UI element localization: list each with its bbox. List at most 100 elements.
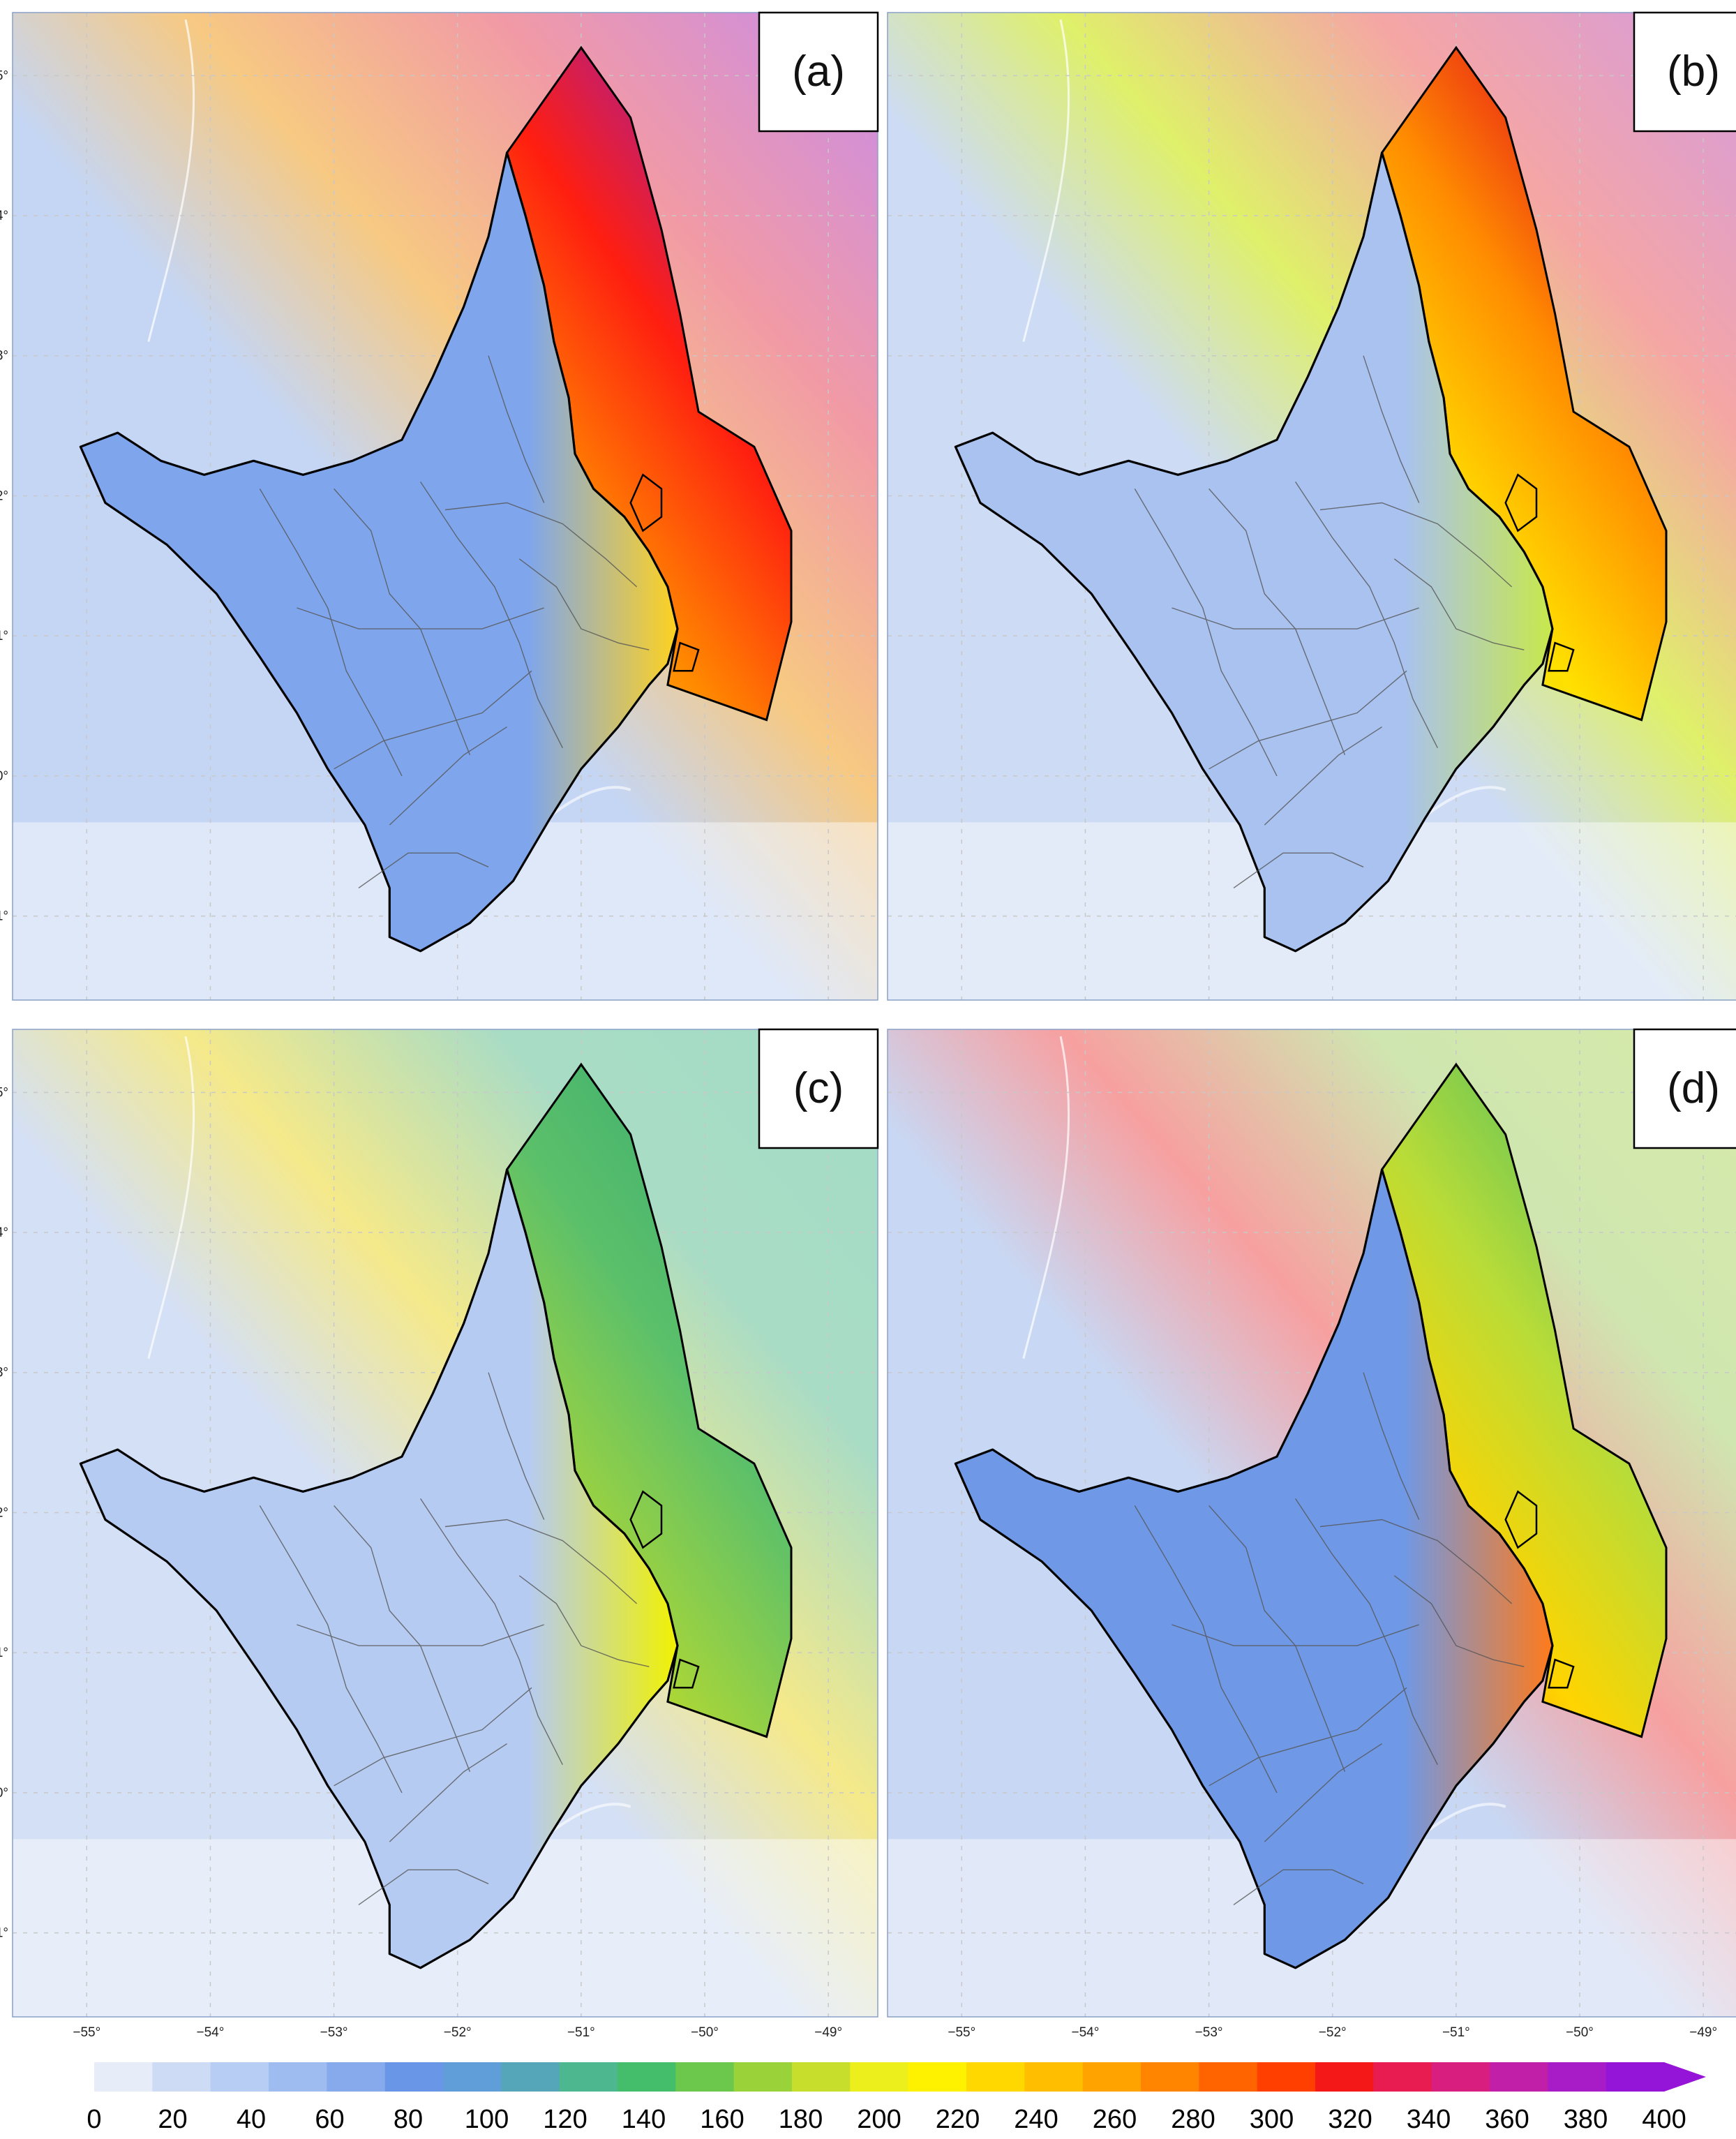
lat-tick-label: 3° [0,349,8,364]
colorbar-tick-label: 0 [87,2105,101,2134]
panel-label: (d) [1633,1028,1736,1149]
colorbar-tick-label: 20 [158,2105,187,2134]
colorbar-tick-label: 180 [779,2105,823,2134]
colorbar-swatch [966,2062,1025,2092]
colorbar-swatch [792,2062,851,2092]
lat-tick-label: 5° [0,68,8,83]
colorbar-swatch [733,2062,793,2092]
lat-tick-label: 3° [0,1366,8,1380]
colorbar-swatch [384,2062,444,2092]
river-line [1022,19,1070,343]
lon-tick-label: −55° [948,2025,975,2040]
panel-label: (b) [1633,11,1736,133]
island-outline [1548,641,1575,672]
lat-tick-label: 2° [0,489,8,503]
basin-lines [1134,1372,1525,1905]
lat-tick-label: 0° [0,1786,8,1801]
panel-label-text: (a) [792,47,845,96]
lon-tick-label: −49° [814,2025,842,2040]
map-panel-c: (c) 5° 4° 3° 2° 1° 0° −1° −55° −54° −53° −52° −51° −5… [0,1028,879,2040]
lat-tick-label: −1° [0,909,8,924]
colorbar-swatch [1024,2062,1084,2092]
lat-tick-label: 1° [0,1646,8,1660]
colorbar-swatch [675,2062,735,2092]
river-line [147,1036,195,1359]
colorbar-swatch [850,2062,909,2092]
colorbar-tick-label: 380 [1564,2105,1608,2134]
colorbar-tick-label: 160 [700,2105,744,2134]
colorbar-swatch [269,2062,327,2092]
colorbar-swatch [1490,2062,1548,2092]
colorbar-swatch [559,2062,618,2092]
lat-tick-label: 4° [0,1225,8,1240]
colorbar-swatch [1548,2062,1607,2092]
lon-tick-label: −54° [1072,2025,1100,2040]
island-outline [1548,1658,1575,1689]
state-outline [79,151,679,953]
state-outline [954,1168,1554,1969]
map-panel-d: (d) −55° −54° −53° −52° −51° −50° −49° [887,1028,1736,2040]
colorbar-tick-label: 40 [237,2105,266,2134]
colorbar-tick-label: 120 [543,2105,587,2134]
lat-tick-label: −1° [0,1926,8,1941]
lon-tick-label: −53° [320,2025,348,2040]
colorbar-swatch [1199,2062,1258,2092]
lon-tick-label: −52° [444,2025,472,2040]
lon-tick-label: −49° [1689,2025,1717,2040]
colorbar-tick-label: 400 [1642,2105,1686,2134]
colorbar-tick-label: 60 [315,2105,344,2134]
lat-tick-label: 5° [0,1085,8,1100]
colorbar-swatch [1141,2062,1199,2092]
colorbar-swatch [94,2062,153,2092]
lat-tick-label: 2° [0,1505,8,1520]
colorbar-swatch [1082,2062,1142,2092]
map-panel-b: (b) [887,11,1736,1001]
colorbar-swatch [152,2062,211,2092]
state-outline [79,1168,679,1969]
island-outline [629,473,663,532]
colorbar-swatch [443,2062,502,2092]
colorbar-swatch [1431,2062,1490,2092]
panel-label: (a) [758,11,879,133]
colorbar-swatch [327,2062,386,2092]
lat-tick-label: 0° [0,769,8,784]
map-panel-a: (a) 5° 4° 3° 2° 1° 0° −1° [0,11,879,1001]
panel-label: (c) [758,1028,879,1149]
panel-label-text: (b) [1667,47,1720,96]
colorbar-tick-label: 140 [622,2105,666,2134]
colorbar-tick-label: 320 [1328,2105,1372,2134]
panel-frame [12,12,878,1001]
colorbar-tick-label: 340 [1407,2105,1451,2134]
colorbar-swatch [1373,2062,1432,2092]
island-outline [673,1658,700,1689]
panel-label-text: (d) [1667,1064,1720,1112]
panel-label-text: (c) [793,1064,844,1112]
colorbar-overflow-arrow [1664,2062,1706,2092]
colorbar-tick-label: 280 [1171,2105,1215,2134]
lon-tick-label: −50° [691,2025,719,2040]
lat-tick-label: 4° [0,209,8,223]
colorbar-swatch [501,2062,560,2092]
colorbar-swatch [908,2062,967,2092]
lat-tick-label: 1° [0,629,8,643]
colorbar-tick-label: 260 [1093,2105,1137,2134]
panel-frame [12,1029,878,2018]
lon-tick-label: −55° [73,2025,100,2040]
map-panels: (a) 5° 4° 3° 2° 1° 0° −1° (b) (c) 5° 4° 3° 2° 1° 0° −1° −… [0,11,1736,2040]
colorbar: 0 20 40 60 80 100 120 140 160 180 200 220 240 260 280 3… [87,2062,1706,2134]
island-outline [1504,1490,1538,1549]
colorbar-tick-label: 80 [394,2105,423,2134]
lon-tick-label: −52° [1319,2025,1347,2040]
lon-tick-label: −50° [1566,2025,1594,2040]
colorbar-tick-label: 240 [1014,2105,1058,2134]
basin-lines [259,1372,650,1905]
panel-frame [887,1029,1736,2018]
island-outline [629,1490,663,1549]
lon-tick-label: −54° [197,2025,225,2040]
river-line [147,19,195,343]
panel-frame [887,12,1736,1001]
lon-tick-label: −53° [1195,2025,1223,2040]
island-outline [1504,473,1538,532]
lon-tick-label: −51° [1442,2025,1470,2040]
